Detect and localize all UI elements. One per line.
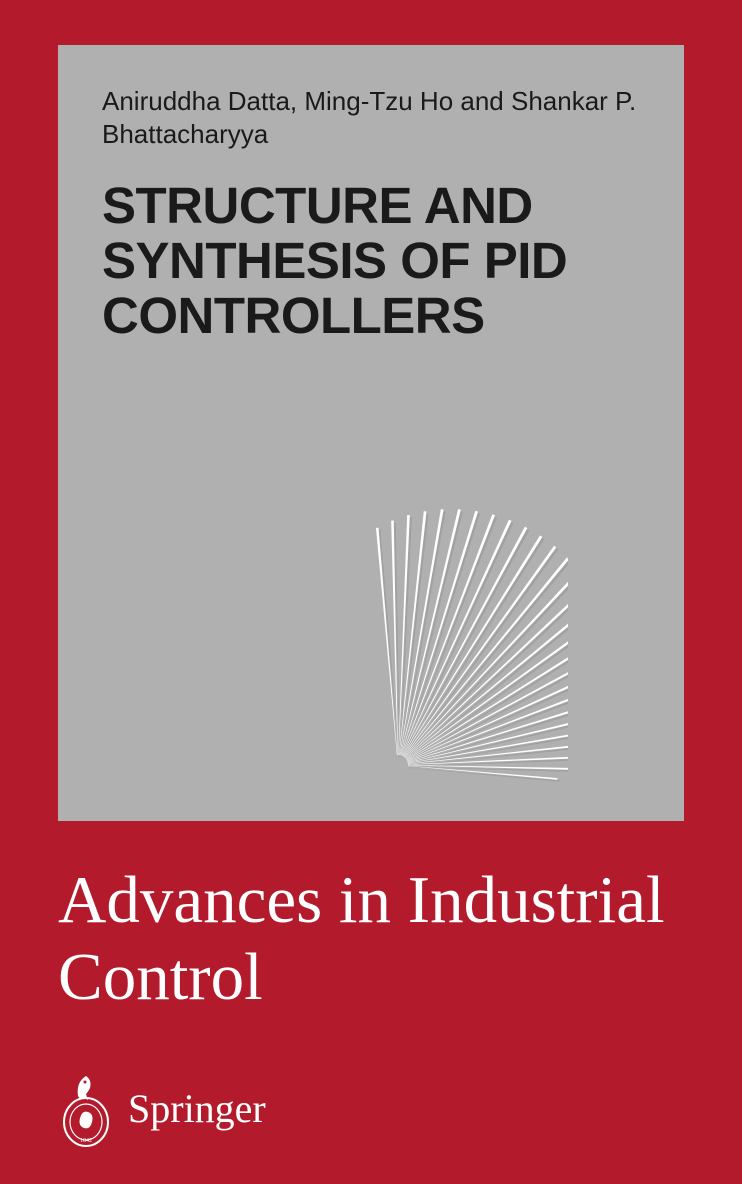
- springer-logo-icon: 1842: [58, 1068, 114, 1148]
- series-name: Advances in Industrial Control: [58, 862, 742, 1016]
- publisher-block: 1842 Springer: [58, 1068, 266, 1148]
- book-title: STRUCTURE AND SYNTHESIS OF PID CONTROLLE…: [102, 178, 640, 343]
- authors-text: Aniruddha Datta, Ming-Tzu Ho and Shankar…: [102, 85, 640, 150]
- svg-text:1842: 1842: [80, 1138, 92, 1144]
- cover-graphic: [228, 445, 568, 785]
- inner-panel: Aniruddha Datta, Ming-Tzu Ho and Shankar…: [58, 45, 684, 821]
- publisher-name: Springer: [128, 1085, 266, 1132]
